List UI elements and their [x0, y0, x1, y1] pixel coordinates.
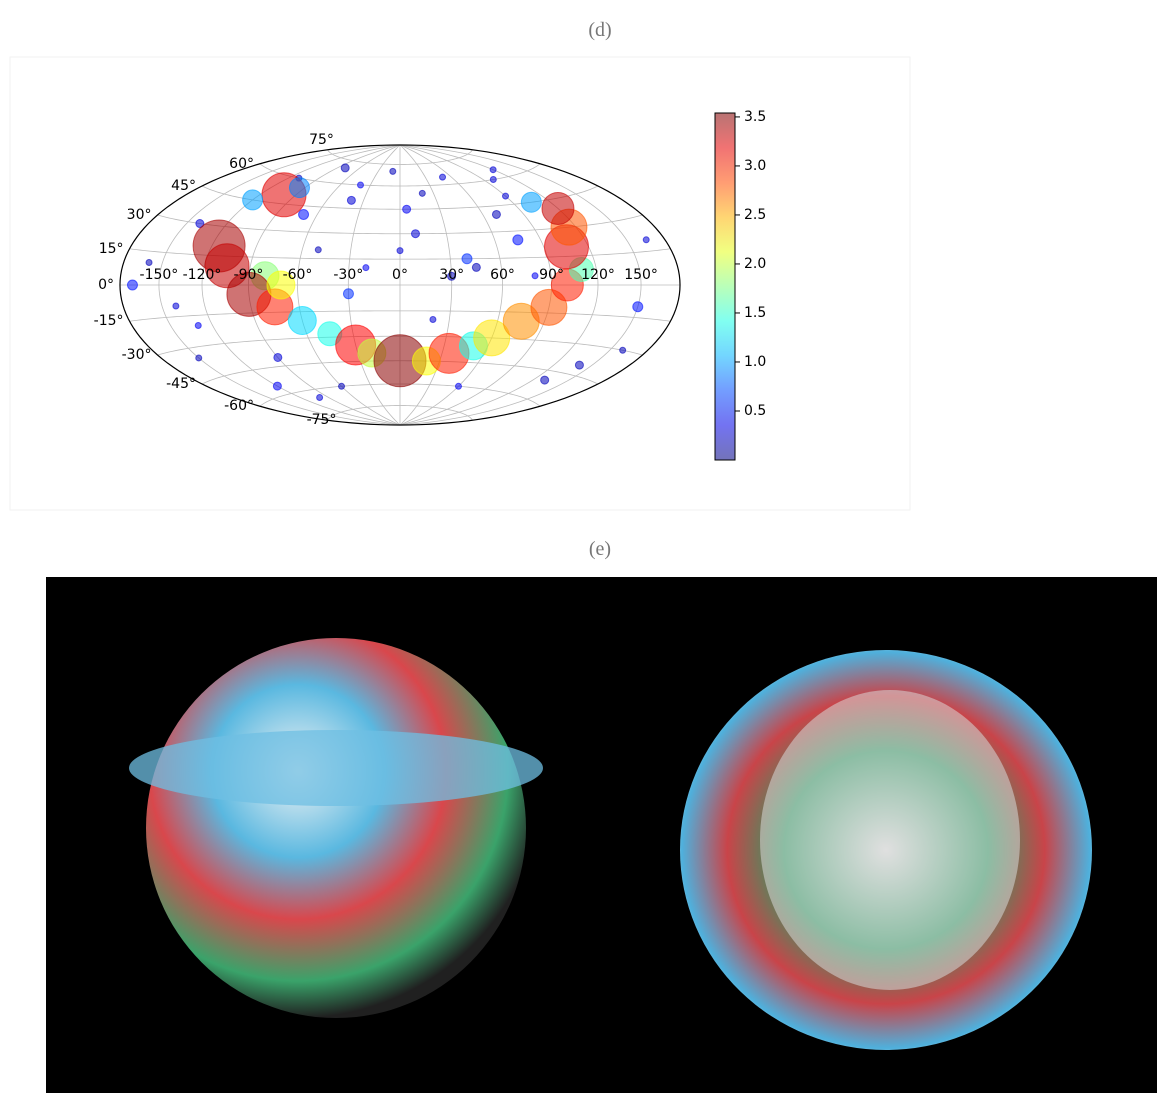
colorbar-tick-label: 1.5 — [744, 305, 766, 321]
data-point — [462, 254, 472, 264]
lat-tick-label: -45° — [166, 376, 196, 392]
data-point — [358, 182, 364, 188]
colorbar-tick-label: 0.5 — [744, 403, 766, 419]
lon-tick-label: 120° — [581, 267, 615, 283]
lat-tick-label: 60° — [229, 156, 254, 172]
data-point — [273, 382, 281, 390]
data-point — [317, 395, 323, 401]
colorbar-tick-label: 2.5 — [744, 207, 766, 223]
colorbar-tick-label: 3.5 — [744, 109, 766, 125]
data-point — [472, 263, 480, 271]
data-point — [490, 177, 496, 183]
lon-tick-label: 30° — [439, 267, 464, 283]
colorbar-tick-label: 1.0 — [744, 354, 766, 370]
panel-label: (d) — [588, 19, 611, 41]
colorbar — [715, 113, 735, 460]
data-point — [274, 353, 282, 361]
data-point — [288, 307, 316, 335]
lon-tick-label: 60° — [490, 267, 515, 283]
colorbar-tick-label: 3.0 — [744, 158, 766, 174]
data-point — [195, 323, 201, 329]
lon-tick-label: 150° — [624, 267, 658, 283]
data-point — [541, 376, 549, 384]
data-point — [503, 193, 509, 199]
figure: (d) 75° 60° 45° 30° 15° 0° -15° -30° -45° -60° -75… — [0, 0, 1157, 1093]
data-point — [343, 289, 353, 299]
data-point — [575, 361, 583, 369]
lat-tick-label: 30° — [127, 207, 152, 223]
data-point — [633, 302, 643, 312]
data-point — [492, 210, 500, 218]
lat-tick-label: 0° — [98, 277, 114, 293]
data-point — [363, 265, 369, 271]
data-point — [397, 248, 403, 254]
render-core — [760, 690, 1020, 990]
data-point — [347, 196, 355, 204]
page: {"panels": {"d": "(d)", "e": "(e)"}, "ch… — [0, 0, 1157, 1093]
lat-tick-label: -75° — [307, 412, 337, 428]
data-point — [339, 383, 345, 389]
data-point — [390, 168, 396, 174]
data-point — [542, 192, 574, 224]
data-point — [620, 347, 626, 353]
data-point — [341, 164, 349, 172]
data-point — [146, 260, 152, 266]
data-point — [299, 209, 309, 219]
data-point — [440, 174, 446, 180]
data-point — [521, 192, 541, 212]
render-belt — [129, 730, 543, 806]
lat-tick-label: -30° — [122, 347, 152, 363]
lat-tick-label: -60° — [224, 398, 254, 414]
data-point — [243, 190, 263, 210]
lat-tick-label: 45° — [171, 178, 196, 194]
data-point — [419, 190, 425, 196]
lon-tick-label: -90° — [234, 267, 264, 283]
lat-tick-label: 15° — [99, 241, 124, 257]
lat-tick-label: 75° — [309, 132, 334, 148]
data-point — [430, 317, 436, 323]
lon-tick-label: -30° — [333, 267, 363, 283]
data-point — [532, 273, 538, 279]
data-point — [513, 235, 523, 245]
data-point — [289, 178, 309, 198]
colorbar-tick-label: 2.0 — [744, 256, 766, 272]
lon-tick-label: -60° — [283, 267, 313, 283]
render-sphere — [146, 638, 526, 1018]
lon-tick-label: 0° — [392, 267, 408, 283]
lon-tick-label: -120° — [183, 267, 222, 283]
data-point — [196, 355, 202, 361]
data-point — [127, 280, 137, 290]
lon-tick-label: -150° — [140, 267, 179, 283]
lon-tick-label: 90° — [539, 267, 564, 283]
data-point — [315, 247, 321, 253]
data-point — [490, 167, 496, 173]
data-point — [403, 205, 411, 213]
data-point — [643, 237, 649, 243]
data-point — [411, 230, 419, 238]
lat-tick-label: -15° — [94, 313, 124, 329]
panel-label: (e) — [589, 538, 611, 560]
data-point — [173, 303, 179, 309]
data-point — [455, 383, 461, 389]
